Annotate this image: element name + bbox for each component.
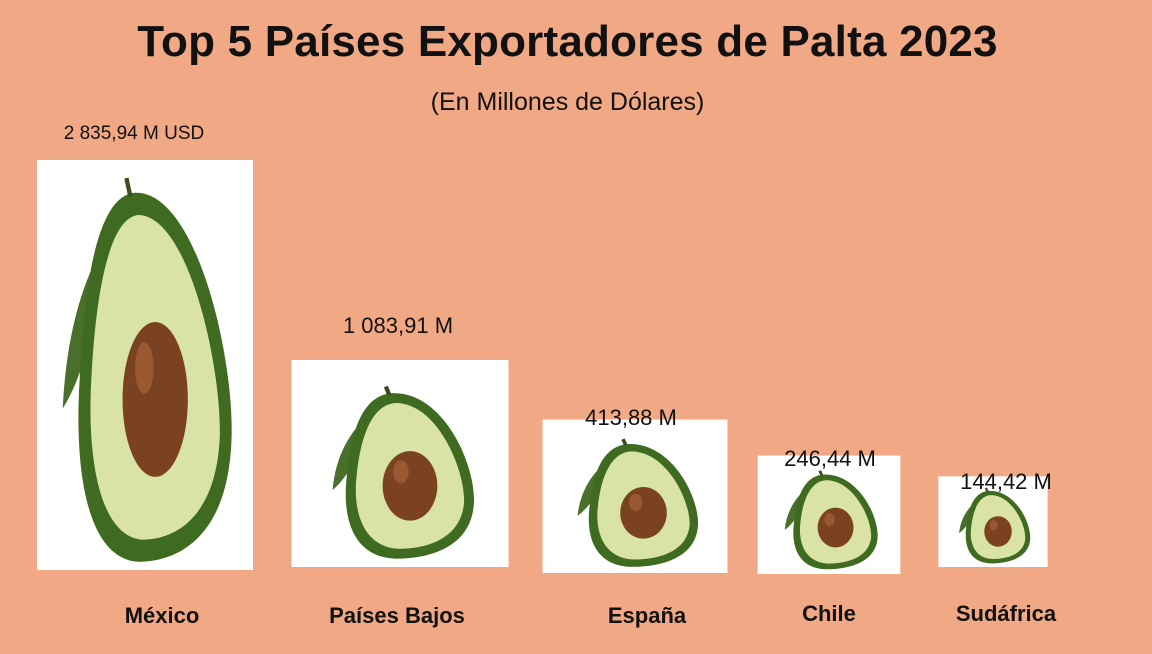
value-label: 246,44 M [784,446,876,471]
chart-subtitle: (En Millones de Dólares) [430,88,705,116]
avocado-pit [817,507,854,548]
avocado-bar-3 [542,419,728,573]
avocado-icon [332,385,475,559]
pit-highlight [134,342,154,394]
avocado-icon [959,487,1031,564]
stem [124,177,133,197]
avocado-pit [984,516,1012,547]
category-label: España [608,603,687,628]
avocado-icon [62,177,232,562]
stem [621,438,628,447]
avocado-bar-2 [291,360,509,567]
avocado-icon [577,438,699,567]
pit-highlight [989,520,998,531]
category-label: Sudáfrica [956,601,1057,626]
category-label: México [125,603,200,628]
pit-highlight [629,493,643,511]
value-label: 413,88 M [585,405,677,430]
avocado-pit [122,321,188,477]
value-label: 144,42 M [960,469,1052,494]
avocado-icon [784,470,878,570]
pit-highlight [824,512,835,527]
avocado-bar-5 [938,476,1048,567]
stem [818,470,824,477]
category-label: Chile [802,601,856,626]
avocado-pit [382,451,438,521]
value-label: 2 835,94 M USD [64,123,204,144]
category-label: Países Bajos [329,603,465,628]
avocado-bar-1 [37,160,253,570]
stem [383,385,392,396]
pit-highlight [393,460,409,484]
avocado-pit [620,487,667,539]
avocado-bar-4 [757,455,901,574]
chart-title: Top 5 Países Exportadores de Palta 2023 [137,17,998,66]
stem [984,487,989,493]
value-label: 1 083,91 M [343,313,453,338]
